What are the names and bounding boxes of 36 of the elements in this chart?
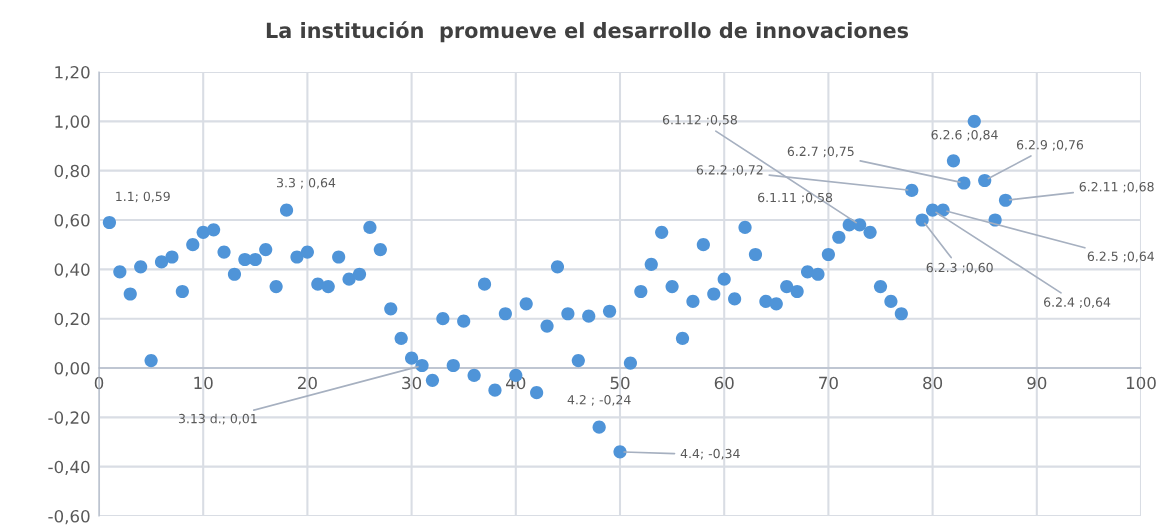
y-tick-label: 0,40 (54, 263, 90, 278)
x-tick-label: 90 (1027, 376, 1047, 390)
y-tick-label: 0,80 (54, 164, 90, 179)
annotation: 6.2.4 ;0,64 (1044, 297, 1111, 309)
y-tick-label: 0,60 (54, 213, 90, 229)
y-tick-label: 0,00 (54, 361, 90, 377)
annotation: 6.2.11 ;0,68 (1079, 181, 1154, 193)
annotation: 6.2.7 ;0,75 (787, 146, 854, 158)
annotation: 1.1; 0,59 (116, 191, 170, 203)
annotation: 4.2 ; -0,24 (567, 394, 631, 406)
y-tick-label: 0,20 (54, 312, 90, 327)
annotation: 6.1.11 ;0,58 (758, 192, 833, 204)
x-tick-label: 80 (923, 376, 943, 390)
annotation: 6.2.2 ;0,72 (696, 165, 763, 176)
x-tick-label: 70 (819, 376, 838, 390)
annotation: 6.2.9 ;0,76 (1016, 139, 1084, 151)
annotation: 6.2.5 ;0,64 (1087, 251, 1155, 263)
chart-title: La institución promueve el desarrollo de innovaciones (266, 21, 909, 43)
annotation: 6.1.12 ;0,58 (662, 114, 737, 126)
x-tick-label: 10 (194, 376, 213, 390)
x-tick-label: 60 (714, 376, 734, 390)
x-tick-label: 20 (298, 376, 317, 390)
x-tick-label: 0 (94, 376, 104, 390)
annotation: 6.2.6 ;0,84 (931, 129, 998, 141)
y-tick-label: -0,40 (48, 460, 90, 475)
annotation: 3.13 d.; 0,01 (178, 413, 257, 425)
annotation: 4.4; -0,34 (680, 448, 740, 460)
x-tick-label: 50 (610, 376, 630, 390)
y-tick-label: 1,20 (55, 65, 90, 81)
x-tick-label: 30 (402, 376, 422, 390)
x-tick-label: 100 (1126, 376, 1156, 390)
annotation: 3.3 ; 0,64 (277, 177, 336, 189)
annotation: 6.2.3 ;0,60 (926, 262, 993, 274)
y-tick-label: -0,20 (48, 411, 90, 426)
y-tick-label: -0,60 (48, 509, 90, 525)
y-tick-label: 1,00 (55, 115, 90, 130)
